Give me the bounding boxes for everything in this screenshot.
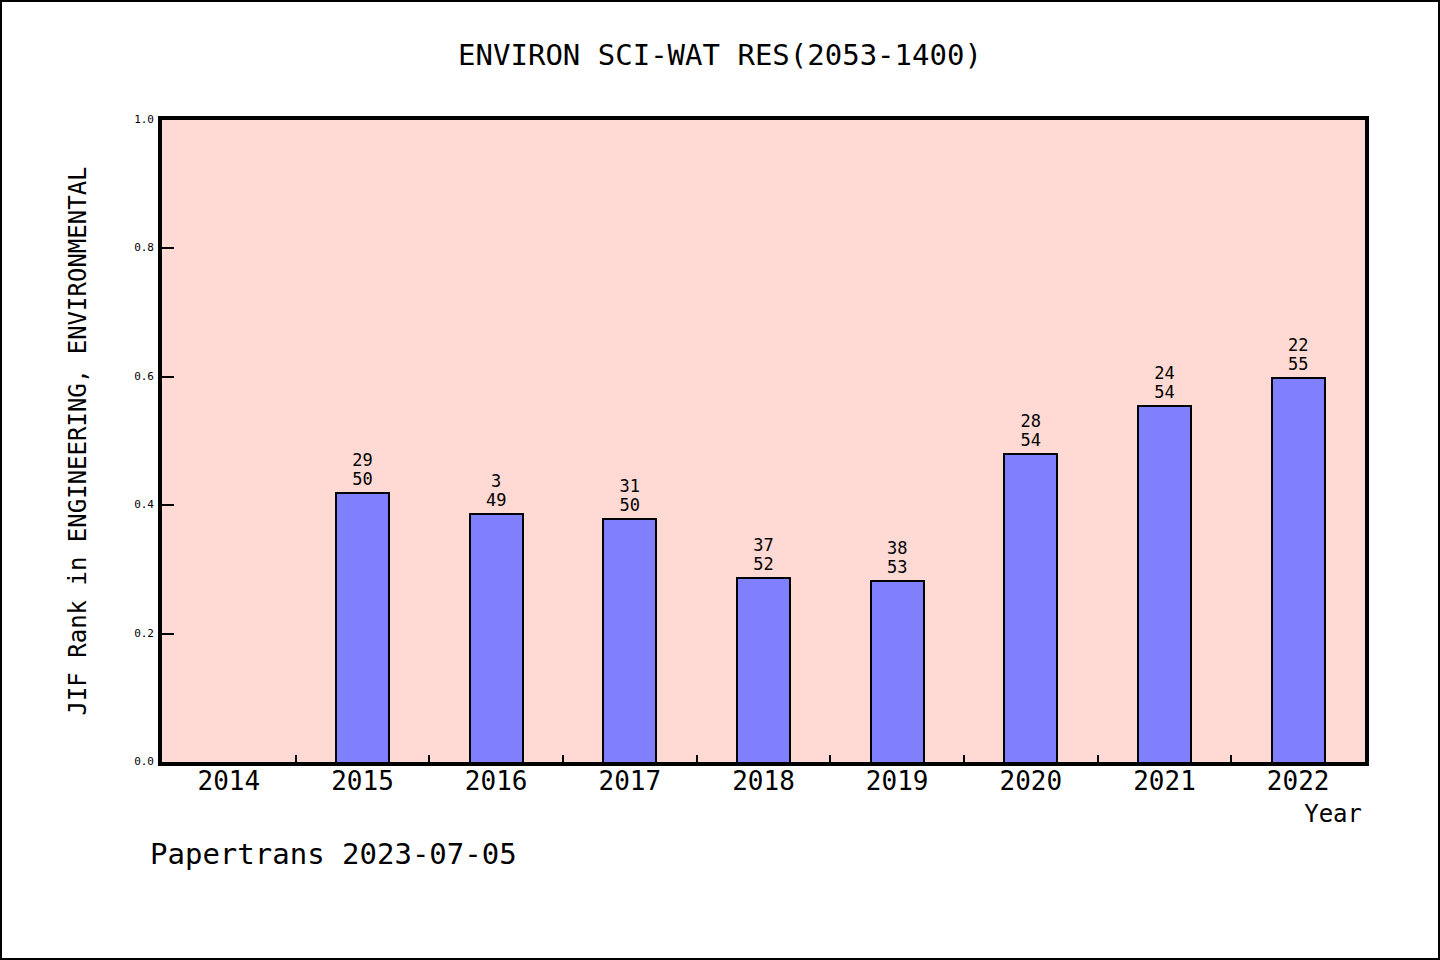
x-tick-mark: [1230, 755, 1232, 762]
y-tick-label: 0.8: [114, 241, 154, 254]
y-tick-mark: [162, 247, 174, 249]
bar-value-label-2022: 2255: [1258, 336, 1338, 374]
bar-2020: [1003, 453, 1058, 762]
bar-2019: [870, 580, 925, 762]
y-tick-label: 0.2: [114, 627, 154, 640]
x-tick-label-2015: 2015: [298, 766, 428, 796]
bar-rank-value: 38: [857, 539, 937, 558]
bar-value-label-2021: 2454: [1125, 364, 1205, 402]
bar-2018: [736, 577, 791, 762]
bar-total-value: 55: [1258, 355, 1338, 374]
y-tick-mark: [162, 504, 174, 506]
bar-total-value: 49: [456, 491, 536, 510]
bar-value-label-2019: 3853: [857, 539, 937, 577]
x-tick-mark: [696, 755, 698, 762]
bar-total-value: 54: [1125, 383, 1205, 402]
bar-value-label-2020: 2854: [991, 412, 1071, 450]
y-tick-mark: [162, 633, 174, 635]
bar-rank-value: 3: [456, 472, 536, 491]
bar-total-value: 50: [590, 496, 670, 515]
bar-2016: [469, 513, 524, 762]
x-tick-label-2022: 2022: [1233, 766, 1363, 796]
x-tick-label-2014: 2014: [164, 766, 294, 796]
x-tick-mark: [562, 755, 564, 762]
x-tick-mark: [1097, 755, 1099, 762]
bar-value-label-2018: 3752: [724, 536, 804, 574]
footer-note: Papertrans 2023-07-05: [150, 837, 517, 871]
bar-rank-value: 31: [590, 477, 670, 496]
bar-2017: [602, 518, 657, 762]
bar-value-label-2016: 349: [456, 472, 536, 510]
x-tick-label-2021: 2021: [1100, 766, 1230, 796]
x-tick-label-2020: 2020: [966, 766, 1096, 796]
bar-rank-value: 29: [323, 451, 403, 470]
chart-page: ENVIRON SCI-WAT RES(2053-1400) JIF Rank …: [0, 0, 1440, 960]
x-tick-mark: [829, 755, 831, 762]
x-tick-mark: [295, 755, 297, 762]
bar-total-value: 54: [991, 431, 1071, 450]
bar-total-value: 50: [323, 470, 403, 489]
x-tick-label-2017: 2017: [565, 766, 695, 796]
bar-rank-value: 22: [1258, 336, 1338, 355]
bar-2022: [1271, 377, 1326, 762]
x-tick-label-2019: 2019: [832, 766, 962, 796]
bar-rank-value: 24: [1125, 364, 1205, 383]
y-tick-label: 1.0: [114, 113, 154, 126]
bar-rank-value: 37: [724, 536, 804, 555]
y-tick-label: 0.0: [114, 755, 154, 768]
chart-title: ENVIRON SCI-WAT RES(2053-1400): [2, 38, 1438, 72]
x-tick-mark: [428, 755, 430, 762]
bar-total-value: 53: [857, 558, 937, 577]
x-axis-label: Year: [1162, 800, 1362, 828]
y-tick-mark: [162, 376, 174, 378]
bar-value-label-2015: 2950: [323, 451, 403, 489]
bar-2021: [1137, 405, 1192, 762]
bar-rank-value: 28: [991, 412, 1071, 431]
plot-area: 2950349315037523853285424542255: [158, 116, 1369, 766]
y-axis-label: JIF Rank in ENGINEERING, ENVIRONMENTAL: [64, 166, 92, 715]
bar-2015: [335, 492, 390, 762]
x-tick-label-2016: 2016: [431, 766, 561, 796]
bar-total-value: 52: [724, 555, 804, 574]
x-tick-label-2018: 2018: [699, 766, 829, 796]
bar-value-label-2017: 3150: [590, 477, 670, 515]
x-tick-mark: [963, 755, 965, 762]
y-tick-label: 0.6: [114, 370, 154, 383]
y-tick-label: 0.4: [114, 498, 154, 511]
